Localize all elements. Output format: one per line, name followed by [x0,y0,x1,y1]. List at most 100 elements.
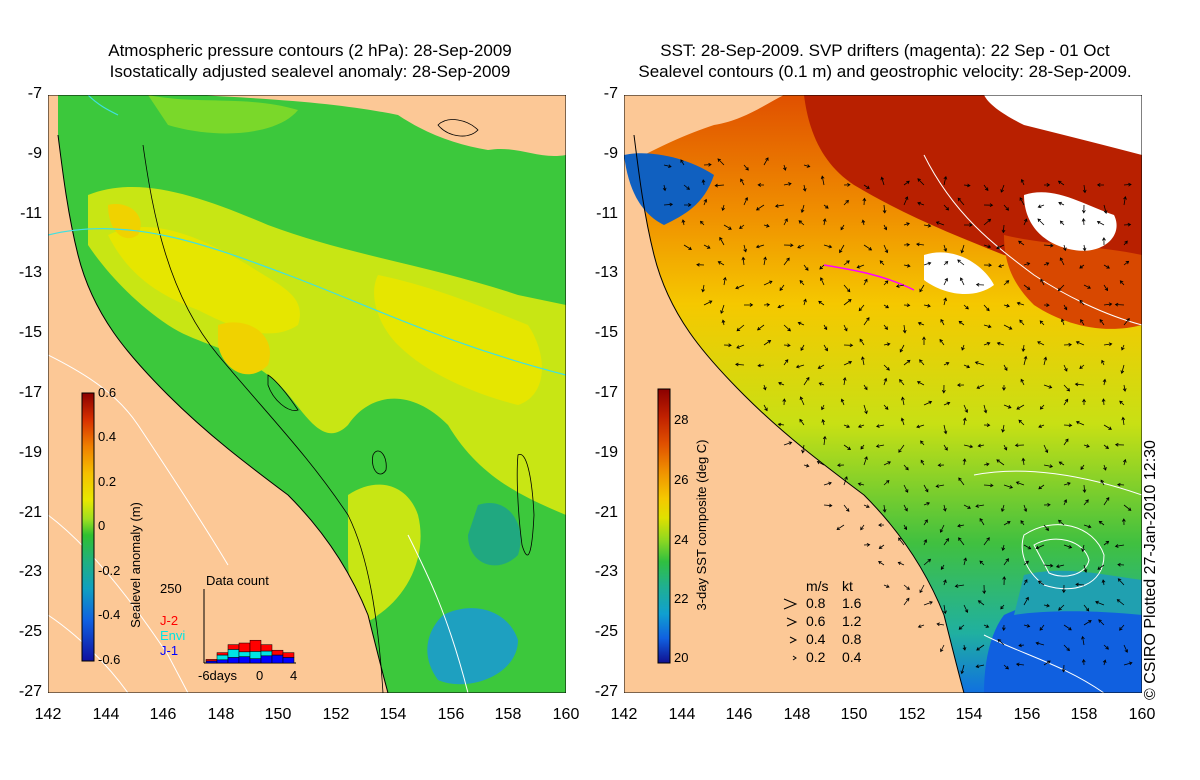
velocity-arrow [1043,384,1053,389]
velocity-arrow [1083,564,1088,573]
velocity-arrow [954,584,965,588]
velocity-arrow [977,600,985,606]
velocity-arrow [735,284,745,290]
velocity-arrow [797,244,805,249]
velocity-arrow [1038,484,1045,490]
island [372,450,387,475]
sealevel-contour [1021,524,1105,590]
australia-land [624,95,964,693]
velocity-arrow [1021,457,1026,466]
velocity-legend: m/s kt 0.8 1.6 0.6 1.2 0.4 0.8 0.2 0.4 [783,578,862,665]
velocity-arrow [1014,443,1025,448]
lon-label: 154 [379,706,407,723]
velocity-arrow [857,424,865,428]
velocity-arrow [903,359,911,366]
lat-label: -21 [18,504,42,521]
lat-label: -27 [594,683,618,700]
lat-label: -11 [20,205,42,222]
velocity-arrow [903,597,910,606]
velocity-arrow [1117,482,1125,487]
velocity-arrow [983,218,992,226]
velocity-arrow [920,440,925,446]
velocity-arrow [1063,438,1069,446]
velocity-arrow [861,219,866,226]
velocity-arrow [935,221,945,226]
png-land [624,95,784,155]
velocity-arrow [996,341,1005,346]
velocity-arrow [1039,320,1045,326]
velocity-arrow [1061,664,1066,673]
data-count-xlabel: 4 [290,668,297,683]
velocity-arrow [943,604,947,615]
velocity-arrow [1081,204,1086,214]
velocity-arrow [736,344,745,349]
count-bar-j2 [282,652,295,658]
velocity-arrow [843,182,851,187]
lat-label: -13 [18,264,42,281]
count-bar-j2 [249,639,262,652]
velocity-arrow [943,401,951,406]
velocity-arrow [797,321,805,326]
island [516,454,535,556]
data-count-xlabel: 0 [256,668,263,683]
velocity-arrow [663,202,674,207]
sst-map: 28 26 24 22 20 3-day SST composite (deg … [624,95,1142,693]
velocity-arrow [899,379,905,386]
velocity-arrow [819,264,825,270]
velocity-arrow [1095,600,1105,606]
velocity-arrow [903,303,911,308]
velocity-arrow [1079,364,1085,370]
velocity-arrow [1003,324,1013,330]
velocity-arrow [1097,564,1105,570]
velocity-arrow [803,164,811,168]
left-panel-title: Atmospheric pressure contours (2 hPa): 2… [40,40,580,82]
velocity-arrow [923,223,932,228]
png-land [196,95,566,157]
velocity-arrow [757,183,765,187]
velocity-arrow [755,204,765,211]
velocity-arrow [843,424,851,428]
velocity-arrow [863,244,873,251]
velocity-arrow [755,244,765,249]
velocity-arrow [957,259,965,266]
velocity-arrow [1001,224,1006,234]
lon-label: 152 [898,706,926,723]
velocity-arrow [1123,240,1128,246]
velocity-arrow [883,304,890,309]
velocity-arrow [1063,624,1072,631]
velocity-arrow [1079,264,1085,269]
velocity-arrow [1063,364,1068,372]
velocity-arrow [703,300,713,306]
velocity-arrow [963,183,971,188]
velocity-arrow [1103,644,1109,650]
velocity-arrow [903,263,911,268]
velocity-arrow [723,343,732,348]
lat-label: -13 [594,264,618,281]
velocity-arrow [903,524,907,531]
velocity-arrow [1003,280,1010,286]
velocity-arrow [1043,303,1050,307]
sst-region [984,600,1142,693]
lat-label: -15 [594,324,618,341]
velocity-arrow [1075,341,1085,346]
velocity-arrow [941,384,946,394]
colorbar-ramp [657,388,671,664]
colorbar-label: 3-day SST composite (deg C) [694,440,709,611]
velocity-arrow [821,404,825,411]
velocity-arrow [1121,518,1126,526]
velocity-arrow [983,483,994,488]
velocity-arrow [1058,604,1065,611]
lat-label: -27 [18,683,42,700]
velocity-arrow [1114,442,1125,447]
velocity-arrow [857,482,865,486]
velocity-arrow [880,176,885,186]
colorbar-tick: 24 [674,532,688,547]
lon-label: 150 [264,706,292,723]
velocity-arrow [1103,342,1113,347]
velocity-arrow [883,404,889,410]
velocity-arrow [1081,218,1086,226]
velocity-arrow [1003,204,1010,211]
velocity-arrow [1037,204,1045,209]
lon-label: 158 [1070,706,1098,723]
velocity-arrow [1023,262,1031,266]
